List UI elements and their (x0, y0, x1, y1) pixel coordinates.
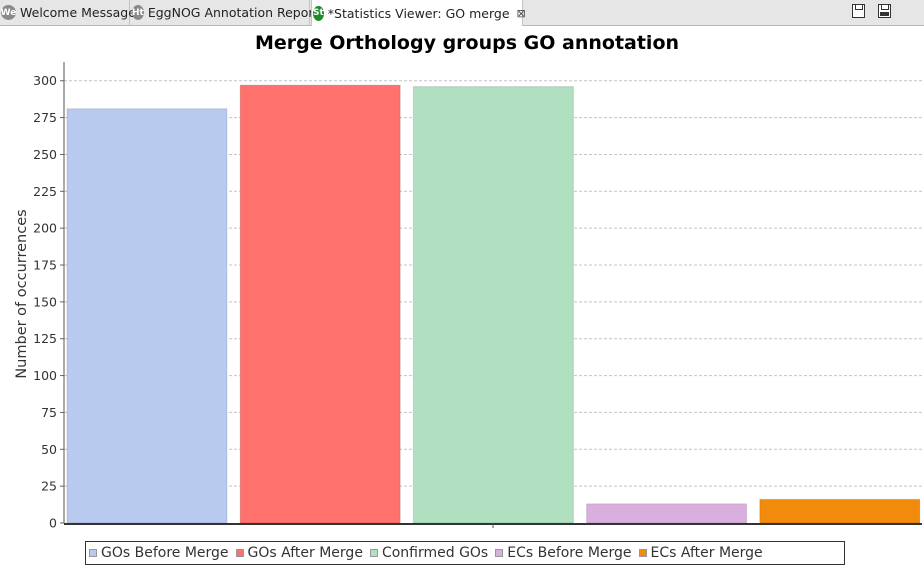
legend-swatch (369, 549, 378, 557)
html-report-icon: Ht (132, 5, 144, 20)
y-tick-label: 175 (33, 258, 57, 273)
welcome-icon: We (1, 5, 16, 20)
legend-item: GOs After Merge (235, 545, 363, 561)
legend-item: Confirmed GOs (369, 545, 489, 561)
y-tick-label: 300 (33, 73, 57, 88)
tab-label: *Statistics Viewer: GO merge (327, 5, 510, 21)
tab-label: EggNOG Annotation Report (147, 5, 319, 20)
legend-label: ECs Before Merge (507, 545, 632, 561)
legend-swatch (89, 549, 97, 557)
chart-legend: GOs Before Merge GOs After Merge Confirmed… (85, 541, 845, 565)
tab-statistics-viewer[interactable]: St *Statistics Viewer: GO merge ⊠ (311, 0, 526, 26)
bar-gos-after-merge (239, 84, 401, 524)
maximize-icon[interactable] (878, 4, 891, 18)
tab-welcome-message[interactable]: We Welcome Message (0, 0, 136, 25)
editor-tab-bar: We Welcome Message Ht EggNOG Annotation … (0, 0, 924, 26)
legend-label: GOs Before Merge (101, 545, 229, 561)
legend-label: GOs After Merge (247, 545, 363, 561)
y-tick-label: 75 (41, 405, 57, 420)
legend-item: ECs After Merge (638, 545, 763, 561)
bar-ecs-after-merge (759, 498, 921, 524)
statistics-icon: St (313, 5, 324, 21)
y-tick-label: 150 (33, 294, 57, 309)
y-tick-label: 250 (33, 147, 57, 162)
tab-label: Welcome Message (20, 5, 136, 20)
y-tick-label: 200 (33, 221, 57, 236)
legend-swatch (235, 549, 244, 557)
legend-label: Confirmed GOs (381, 545, 489, 561)
bar-gos-before-merge (66, 108, 228, 524)
y-tick-label: 50 (41, 442, 57, 457)
legend-item: GOs Before Merge (89, 545, 229, 561)
y-tick-label: 125 (33, 331, 57, 346)
bar-confirmed-gos (412, 86, 574, 524)
bar-chart: 0 25 50 75 100 125 150 175 200 225 250 275 300 Merge… (14, 32, 922, 531)
y-tick-label: 100 (33, 368, 57, 383)
chart-title: Merge Orthology groups GO annotation (255, 32, 679, 54)
y-tick-label: 225 (33, 184, 57, 199)
legend-item: ECs Before Merge (495, 545, 632, 561)
legend-swatch (495, 549, 504, 557)
axes: 0 25 50 75 100 125 150 175 200 225 250 275 300 (33, 62, 922, 531)
y-axis-label: Number of occurrences (14, 209, 30, 378)
legend-swatch (638, 549, 647, 557)
y-tick-label: 0 (49, 516, 57, 531)
bar-ecs-before-merge (586, 503, 748, 524)
legend-label: ECs After Merge (650, 545, 763, 561)
y-tick-label: 25 (41, 479, 57, 494)
close-icon[interactable]: ⊠ (516, 6, 526, 20)
tab-eggnog-annotation-report[interactable]: Ht EggNOG Annotation Report (131, 0, 318, 25)
y-tick-label: 275 (33, 110, 57, 125)
minimize-icon[interactable] (852, 4, 865, 18)
bars (66, 84, 921, 524)
